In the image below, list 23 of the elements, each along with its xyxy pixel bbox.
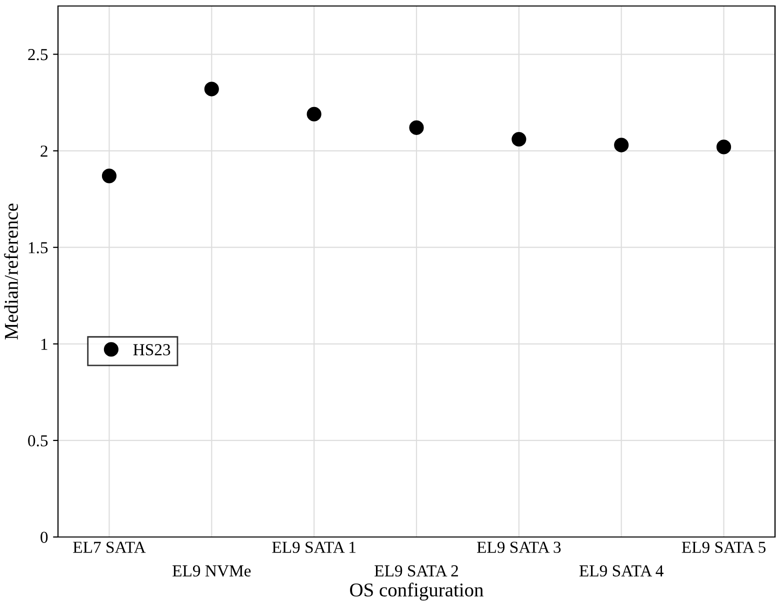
x-tick-label: EL9 SATA 1 xyxy=(272,542,356,553)
x-tick-label: EL9 SATA 2 xyxy=(374,565,458,577)
x-tick-label: EL9 SATA 4 xyxy=(579,565,664,577)
point xyxy=(409,120,424,135)
y-tick-label: 0 xyxy=(40,532,48,543)
y-tick-label: 2.5 xyxy=(28,49,48,60)
y-tick-label: 1.5 xyxy=(28,242,48,254)
point xyxy=(614,138,629,152)
x-tick-label: EL9 NVMe xyxy=(172,565,251,577)
point xyxy=(716,140,732,154)
legend-label: HS23 xyxy=(133,344,170,356)
point xyxy=(512,132,526,147)
point xyxy=(102,168,117,184)
y-tick-label: 1 xyxy=(41,338,48,350)
point xyxy=(204,82,219,96)
x-tick-label: EL7 SATA xyxy=(73,542,146,553)
y-tick-label: 0.5 xyxy=(28,435,48,446)
y-tick-label: 2 xyxy=(40,146,48,157)
y-axis-title: Median/reference xyxy=(4,204,18,340)
x-tick-label: EL9 SATA 5 xyxy=(682,542,766,553)
x-axis-title: OS configuration xyxy=(350,582,484,601)
point xyxy=(306,106,322,122)
x-tick-label: EL9 SATA 3 xyxy=(477,542,561,553)
